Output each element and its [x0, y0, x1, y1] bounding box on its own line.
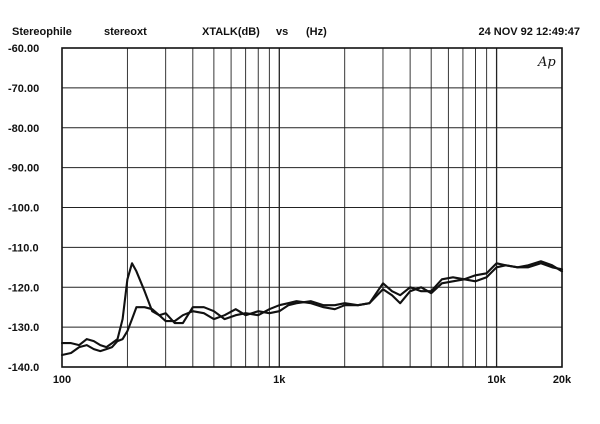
x-tick-label: 10k	[487, 374, 506, 386]
y-tick-label: -110.0	[8, 242, 39, 254]
y-tick-label: -120.0	[8, 282, 39, 294]
y-tick-label: -80.00	[8, 123, 39, 135]
x-tick-label: 1k	[273, 374, 286, 386]
y-tick-label: -130.0	[8, 322, 39, 334]
y-tick-label: -100.0	[8, 203, 39, 215]
header-xtalk-db: XTALK(dB)	[202, 26, 260, 38]
y-tick-label: -70.00	[8, 83, 39, 95]
x-tick-label: 100	[53, 374, 71, 386]
plot-frame	[61, 47, 563, 368]
y-tick-label: -90.00	[8, 163, 39, 175]
header-timestamp: 24 NOV 92 12:49:47	[478, 26, 580, 38]
y-tick-labels: -60.00 -70.00 -80.00 -90.00 -100.0 -110.0 -120…	[8, 43, 39, 374]
x-tick-labels: 100 1k 10k 20k	[53, 374, 572, 386]
grid-lines	[62, 47, 562, 368]
series-line-2	[60, 262, 564, 357]
data-series	[60, 260, 564, 357]
y-tick-label: -140.0	[8, 362, 39, 374]
x-tick-label: 20k	[553, 374, 572, 386]
header-bar: Stereophile stereoxt XTALK(dB) vs (Hz) 2…	[12, 26, 580, 38]
y-tick-label: -60.00	[8, 43, 39, 55]
ap-logo-mark: Ap	[537, 55, 556, 70]
header-vs: vs	[276, 26, 288, 38]
header-stereophile: Stereophile	[12, 26, 72, 38]
header-stereoxt: stereoxt	[104, 26, 147, 38]
header-hz: (Hz)	[306, 26, 327, 38]
